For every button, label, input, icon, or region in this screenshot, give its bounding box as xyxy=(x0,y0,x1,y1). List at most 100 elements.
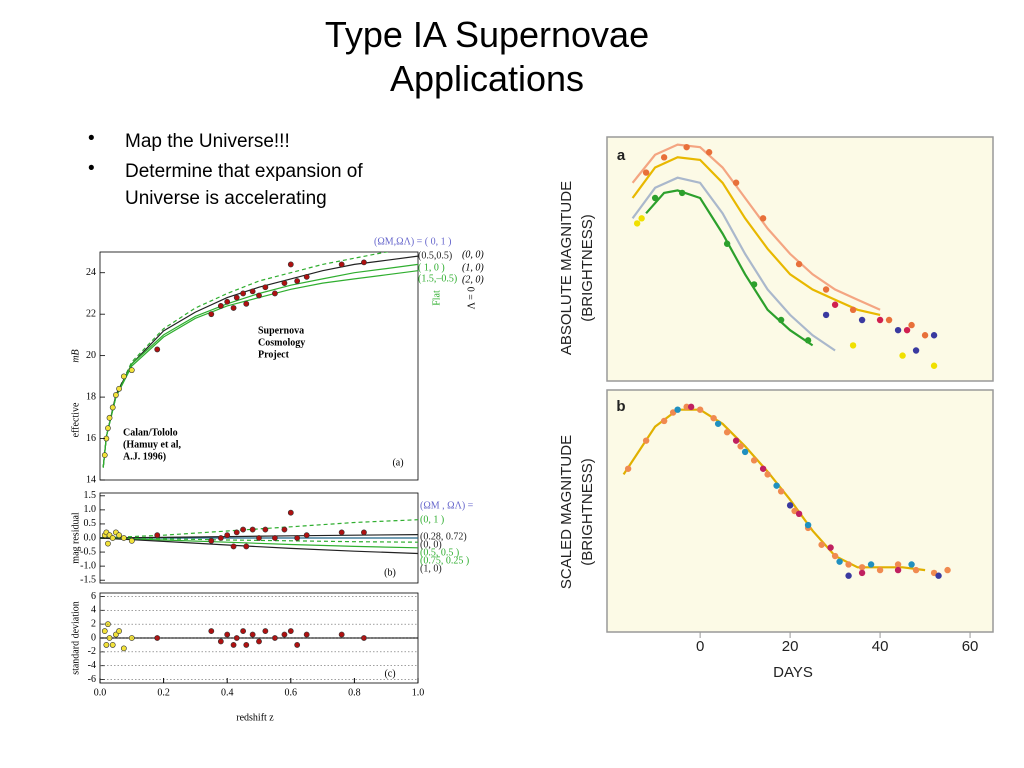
y-tick-label: 1.0 xyxy=(84,504,97,515)
data-point xyxy=(224,532,231,539)
data-point xyxy=(294,535,301,541)
y-tick-label: 0.0 xyxy=(84,532,97,543)
data-point xyxy=(930,362,938,369)
y-tick-label: 24 xyxy=(86,267,96,278)
bullet-text: Map the Universe!!! xyxy=(125,131,290,152)
data-point xyxy=(361,259,367,266)
data-point xyxy=(128,537,135,544)
y-tick-label: 1.5 xyxy=(84,490,97,501)
data-point xyxy=(822,311,830,319)
data-point xyxy=(271,290,278,297)
data-point xyxy=(836,558,843,565)
data-point xyxy=(795,260,803,268)
annotation: (c) xyxy=(384,668,395,679)
data-point xyxy=(831,552,839,560)
data-point xyxy=(103,642,110,648)
data-point xyxy=(217,535,224,541)
legend-label: (0.28, 0.72) xyxy=(420,531,467,542)
data-point xyxy=(101,628,108,634)
annotation: Supernova xyxy=(258,325,304,336)
plot-layer xyxy=(631,143,938,369)
x-tick-label: 0 xyxy=(696,638,704,655)
y-tick-label: -1.5 xyxy=(80,574,96,585)
x-tick-label: 0.0 xyxy=(94,687,107,698)
data-point xyxy=(240,526,246,533)
curve xyxy=(631,176,836,352)
data-point xyxy=(271,635,278,641)
data-point xyxy=(858,564,866,571)
plot-layer xyxy=(622,403,951,579)
legend-label: (0.5, 0.5 ) xyxy=(420,547,459,558)
data-point xyxy=(678,189,686,197)
annotation: Λ = 0 xyxy=(466,287,477,310)
data-point xyxy=(876,566,884,574)
data-point xyxy=(827,544,834,551)
x-tick-label: 0.2 xyxy=(157,687,170,698)
annotation: (a) xyxy=(392,457,403,468)
y-tick-label: 22 xyxy=(86,308,96,319)
data-point xyxy=(208,311,215,318)
data-point xyxy=(154,346,161,353)
y-tick-label: 14 xyxy=(86,474,96,485)
data-point xyxy=(303,631,310,638)
annotation: (ΩM , ΩΛ) = xyxy=(420,500,474,511)
plot-area xyxy=(606,136,994,382)
curve xyxy=(100,537,418,549)
y-tick-label: -4 xyxy=(88,660,96,671)
legend-label: (ΩM,ΩΛ) = ( 0, 1 ) xyxy=(374,236,451,247)
data-point xyxy=(876,316,884,324)
y-tick-label: -2 xyxy=(88,646,96,657)
data-point xyxy=(660,417,668,425)
data-point xyxy=(109,535,116,541)
data-point xyxy=(723,240,731,247)
data-point xyxy=(243,543,250,550)
y-axis-label: (BRIGHTNESS) xyxy=(579,458,596,566)
data-point xyxy=(759,465,767,472)
y-tick-label: 20 xyxy=(86,350,96,361)
title-line: Applications xyxy=(389,58,585,99)
data-point xyxy=(109,642,116,648)
y-tick-label: 6 xyxy=(91,591,96,602)
legend-label: (0, 0) xyxy=(420,539,442,550)
data-point xyxy=(899,352,906,359)
data-point xyxy=(128,367,135,374)
y-tick-label: 16 xyxy=(86,433,96,444)
y-tick-label: 18 xyxy=(86,391,96,402)
data-point xyxy=(262,526,269,533)
data-point xyxy=(818,541,825,548)
data-point xyxy=(294,642,301,648)
annotation: (2, 0) xyxy=(462,274,484,285)
data-point xyxy=(106,635,113,641)
y-tick-label: 0.5 xyxy=(84,518,97,529)
data-point xyxy=(224,631,231,638)
data-point xyxy=(930,332,938,339)
data-point xyxy=(101,452,108,459)
y-tick-label: 0 xyxy=(91,632,96,643)
data-point xyxy=(858,316,866,324)
data-point xyxy=(822,286,830,293)
data-point xyxy=(638,215,645,222)
data-point xyxy=(651,194,659,202)
x-tick-label: 0.4 xyxy=(221,687,234,698)
data-point xyxy=(687,403,695,411)
data-point xyxy=(759,215,767,222)
data-point xyxy=(732,437,740,444)
data-point xyxy=(674,406,681,413)
data-point xyxy=(249,288,256,295)
y-tick-label: -0.5 xyxy=(80,546,96,557)
data-point xyxy=(249,631,256,638)
plot-layer xyxy=(101,252,418,468)
data-point xyxy=(338,529,345,536)
data-point xyxy=(867,561,875,568)
data-point xyxy=(944,566,951,574)
y-axis-label: effective xyxy=(70,402,81,437)
data-point xyxy=(764,471,771,478)
annotation: Cosmology xyxy=(258,337,305,348)
data-point xyxy=(642,169,650,176)
data-point xyxy=(233,294,240,301)
x-axis-label: redshift z xyxy=(236,712,274,723)
data-point xyxy=(243,642,250,648)
data-point xyxy=(106,414,113,421)
data-point xyxy=(281,526,288,533)
